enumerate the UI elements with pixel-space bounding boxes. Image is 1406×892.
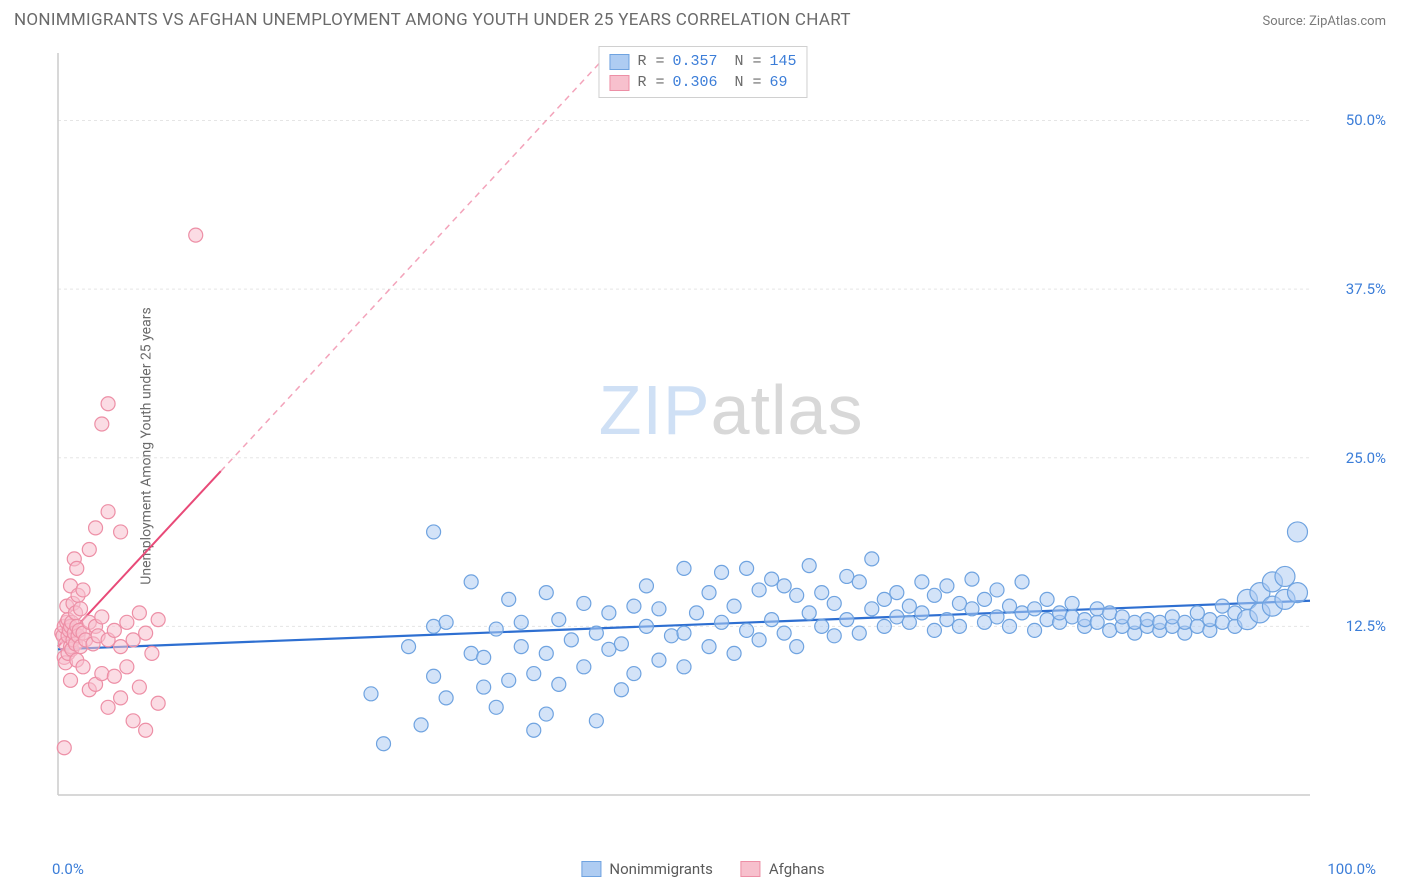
chart-title: NONIMMIGRANTS VS AFGHAN UNEMPLOYMENT AMO… xyxy=(14,10,851,30)
legend-stat-label: R = xyxy=(637,72,664,93)
chart-source: Source: ZipAtlas.com xyxy=(1262,14,1386,29)
legend-label: Nonimmigrants xyxy=(609,860,712,878)
y-tick-label: 37.5% xyxy=(1346,280,1386,298)
stats-legend-box: R = 0.357 N = 145 R = 0.306 N = 69 xyxy=(598,46,807,98)
legend-swatch xyxy=(741,861,761,877)
legend-item: Afghans xyxy=(741,860,825,878)
legend-label: Afghans xyxy=(769,860,825,878)
legend-stat-label: N = xyxy=(726,72,762,93)
legend-stat-label: N = xyxy=(726,51,762,72)
x-axis-max-label: 100.0% xyxy=(1327,860,1376,878)
stats-legend-row: R = 0.306 N = 69 xyxy=(609,72,796,93)
legend-item: Nonimmigrants xyxy=(581,860,712,878)
legend-r-value: 0.306 xyxy=(672,72,717,93)
legend-n-value: 69 xyxy=(770,72,788,93)
scatter-plot xyxy=(50,45,1380,835)
y-tick-label: 50.0% xyxy=(1346,111,1386,129)
legend-n-value: 145 xyxy=(770,51,797,72)
y-tick-label: 12.5% xyxy=(1346,617,1386,635)
stats-legend-row: R = 0.357 N = 145 xyxy=(609,51,796,72)
legend-r-value: 0.357 xyxy=(672,51,717,72)
y-tick-label: 25.0% xyxy=(1346,449,1386,467)
legend-swatch xyxy=(581,861,601,877)
x-axis-min-label: 0.0% xyxy=(52,860,84,878)
series-Nonimmigrants xyxy=(58,522,1310,751)
legend-swatch xyxy=(609,54,629,70)
legend-stat-label: R = xyxy=(637,51,664,72)
series-legend: Nonimmigrants Afghans xyxy=(581,860,824,878)
legend-swatch xyxy=(609,75,629,91)
